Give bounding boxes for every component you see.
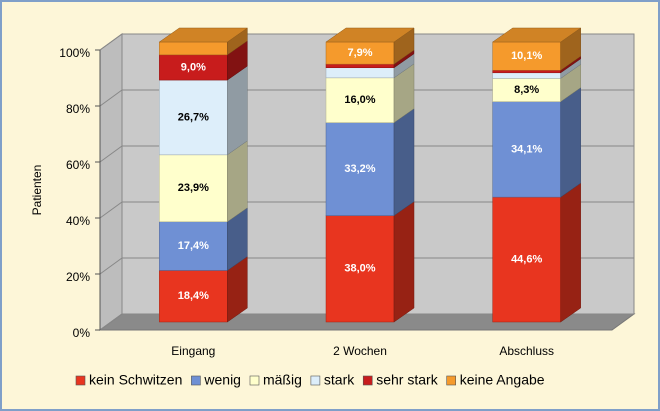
bar-segment	[325, 63, 395, 69]
y-tick-label: 0%	[73, 326, 91, 340]
bar-side	[227, 65, 248, 156]
legend-swatch	[310, 375, 321, 386]
bar-segment	[159, 41, 228, 56]
legend-label: wenig	[203, 372, 241, 388]
bar-segment	[492, 196, 561, 323]
grid-line	[99, 257, 634, 275]
x-tick-label: 2 Wochen	[333, 344, 387, 358]
value-label: 23,9%	[178, 182, 209, 194]
value-label: 10,1%	[511, 50, 542, 62]
bar-segment	[159, 54, 228, 81]
bar-segment	[492, 72, 561, 79]
grid-line	[99, 201, 634, 219]
bar-top	[491, 27, 582, 43]
legend-swatch	[362, 375, 373, 386]
bar-top	[158, 27, 249, 43]
bar-segment	[159, 79, 228, 156]
legend-swatch	[191, 375, 201, 386]
bar-segment	[159, 154, 228, 223]
y-tick-label: 100%	[59, 46, 90, 60]
grid-line	[99, 33, 634, 51]
bar-side	[560, 182, 581, 323]
bar-segment	[325, 77, 395, 123]
x-tick-label: Eingang	[171, 344, 215, 358]
grid-line	[99, 145, 634, 163]
bar-top	[325, 27, 415, 43]
y-tick-label: 80%	[66, 102, 90, 116]
legend-label: sehr stark	[376, 372, 438, 388]
value-label: 34,1%	[511, 143, 542, 155]
legend-label: stark	[324, 372, 355, 388]
legend-swatch	[446, 375, 457, 386]
bar-segment	[492, 101, 561, 198]
bar-segment	[492, 41, 561, 71]
grid-line	[99, 313, 634, 331]
bar-segment	[492, 70, 561, 74]
legend-label: kein Schwitzen	[89, 372, 182, 388]
value-label: 8,3%	[514, 84, 539, 96]
value-label: 7,9%	[347, 47, 372, 59]
legend-label: mäßig	[263, 372, 302, 388]
legend-swatch	[75, 375, 86, 386]
value-label: 44,6%	[511, 253, 542, 265]
y-tick-label: 60%	[66, 158, 90, 172]
bar-side	[393, 201, 415, 323]
value-label: 9,0%	[181, 61, 206, 73]
bar-side	[560, 87, 581, 198]
bar-segment	[159, 270, 228, 323]
x-tick-label: Abschluss	[499, 344, 554, 358]
value-label: 16,0%	[344, 94, 375, 106]
bar-segment	[325, 67, 395, 79]
value-label: 38,0%	[344, 263, 375, 275]
bar-segment	[325, 215, 395, 323]
value-label: 33,2%	[344, 163, 375, 175]
legend-label: keine Angabe	[460, 372, 545, 388]
y-tick-label: 20%	[66, 270, 90, 284]
y-axis-title: Patienten	[30, 165, 44, 216]
y-tick-label: 40%	[66, 214, 90, 228]
side-wall	[99, 33, 123, 331]
grid-line	[99, 89, 634, 107]
legend-swatch	[249, 375, 260, 386]
bar-segment	[325, 122, 395, 216]
value-label: 26,7%	[178, 111, 209, 123]
value-label: 17,4%	[178, 240, 209, 252]
bar-segment	[159, 221, 228, 271]
bar-side	[393, 108, 415, 217]
value-label: 18,4%	[178, 290, 209, 302]
